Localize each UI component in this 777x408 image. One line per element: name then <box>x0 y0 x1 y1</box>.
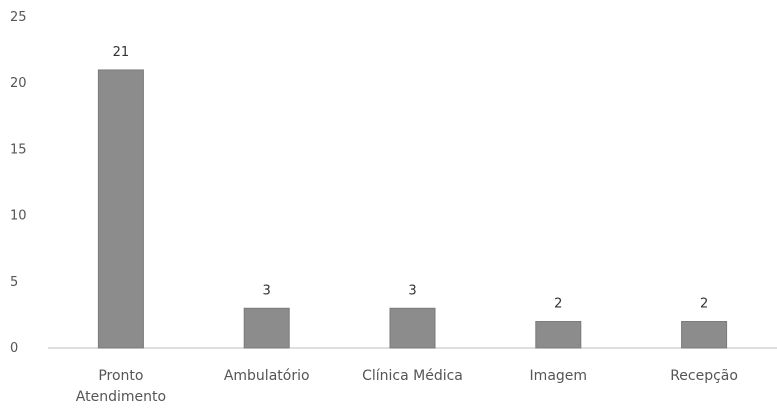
category-label: Imagem <box>530 368 587 384</box>
bar <box>97 69 144 349</box>
bar <box>535 321 582 349</box>
category-label: Pronto <box>98 368 143 384</box>
data-label: 3 <box>263 283 271 298</box>
data-label: 2 <box>700 297 708 312</box>
category-label: Ambulatório <box>224 368 310 384</box>
y-tick-label: 15 <box>10 142 27 157</box>
bar <box>389 307 436 349</box>
bar <box>243 307 290 349</box>
data-label: 2 <box>554 297 562 312</box>
y-tick-label: 5 <box>10 275 18 290</box>
data-label: 3 <box>408 283 416 298</box>
data-label: 21 <box>113 45 130 60</box>
y-axis-ticks: 0 5 10 15 20 25 <box>10 10 27 356</box>
category-label: Recepção <box>670 368 738 384</box>
category-label: Atendimento <box>76 389 166 405</box>
category-label: Clínica Médica <box>362 368 463 384</box>
x-axis-category-labels: Pronto Atendimento Ambulatório Clínica Médi… <box>76 368 738 405</box>
y-tick-label: 25 <box>10 10 27 25</box>
bar <box>681 321 728 349</box>
y-tick-label: 0 <box>10 341 18 356</box>
bars <box>97 69 728 349</box>
y-tick-label: 10 <box>10 209 27 224</box>
data-labels: 21 3 3 2 2 <box>113 45 709 312</box>
y-tick-label: 20 <box>10 76 27 91</box>
